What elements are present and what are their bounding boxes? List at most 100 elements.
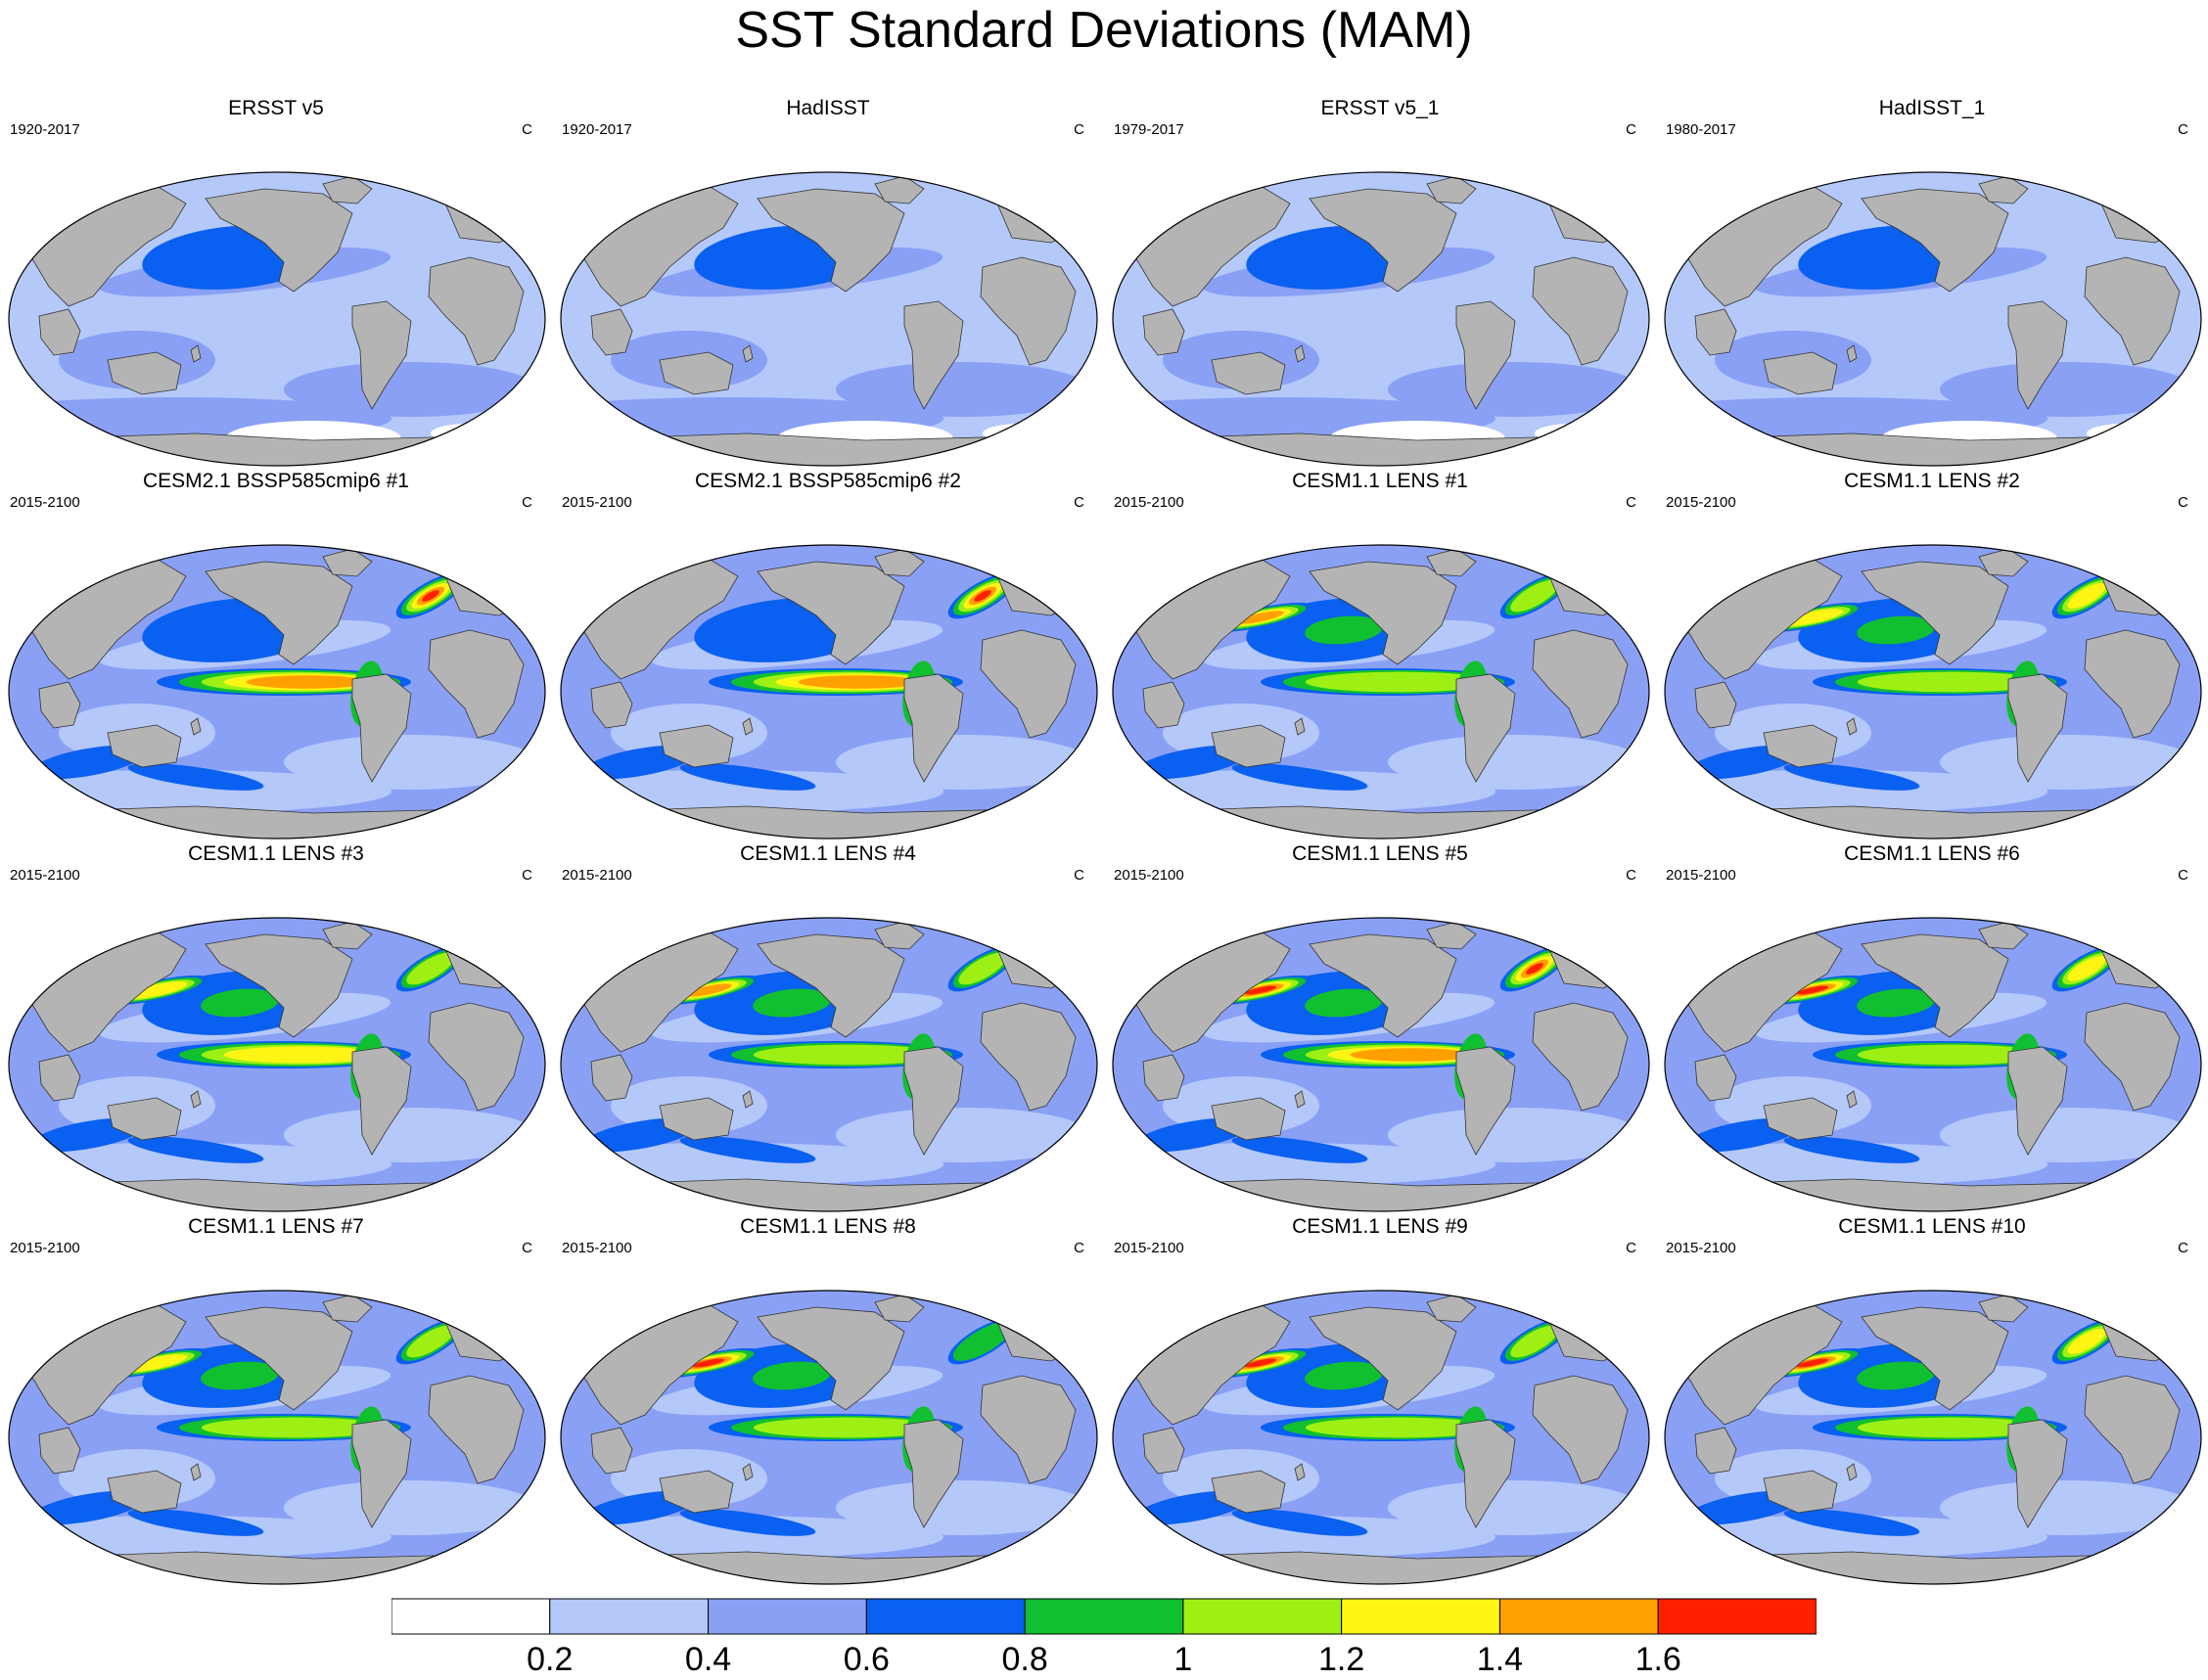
sst-field: [9, 172, 545, 466]
south-america-land: [903, 1419, 964, 1528]
panel-period: 2015-2100: [1114, 867, 1184, 884]
south-america-land: [903, 1046, 964, 1156]
south-pacific-patch: [1783, 1509, 1920, 1536]
south-atlantic-band: [1388, 362, 1642, 417]
india-land: [1142, 308, 1185, 356]
panel-title: CESM1.1 LENS #2: [1844, 470, 2020, 492]
map-panel: CESM2.1 BSSP585cmip6 #2 2015-2100 C: [552, 469, 1104, 840]
south-america-land: [351, 1046, 412, 1156]
colorbar-swatch: [549, 1598, 710, 1635]
new-zealand-land: [190, 1090, 202, 1109]
north-pacific-core: [201, 988, 279, 1018]
australia-land: [659, 724, 734, 768]
antarctica-land: [1665, 805, 2201, 839]
india-land: [590, 681, 633, 729]
south-atlantic-band: [284, 735, 538, 790]
australia-land: [659, 351, 734, 395]
antarctica-land: [1665, 432, 2201, 466]
new-zealand-land: [1294, 1463, 1306, 1481]
south-america-land: [1455, 1046, 1516, 1156]
south-atlantic-band: [1940, 1108, 2194, 1162]
map-panel: CESM1.1 LENS #4 2015-2100 C: [552, 841, 1104, 1213]
north-america-land: [1861, 933, 2009, 1038]
south-pacific-patch: [1783, 1136, 1920, 1163]
north-pacific-core: [1857, 615, 1935, 645]
panel-period: 2015-2100: [10, 867, 80, 884]
north-america-land: [1309, 933, 1457, 1038]
india-land: [1694, 1427, 1737, 1475]
new-zealand-land: [1846, 1090, 1858, 1109]
sst-field: [1665, 918, 2201, 1211]
north-america-land: [1309, 188, 1457, 293]
kuroshio-level-8: [692, 1358, 725, 1368]
world-map: [1112, 1290, 1650, 1585]
colorbar-tick-label: 1.4: [1476, 1641, 1524, 1678]
enso-tongue-level-5: [1857, 1044, 2047, 1066]
sst-field: [561, 545, 1097, 839]
world-map: [560, 1290, 1098, 1585]
panel-period: 2015-2100: [10, 494, 80, 511]
panel-title: CESM1.1 LENS #6: [1844, 842, 2020, 865]
map-panel: CESM1.1 LENS #9 2015-2100 C: [1104, 1214, 1656, 1586]
panel-title: HadISST_1: [1878, 97, 1986, 119]
south-atlantic-band: [836, 735, 1090, 790]
panel-period: 2015-2100: [1114, 494, 1184, 511]
kuroshio-level-6: [125, 1354, 188, 1372]
map-border: [1112, 1290, 1650, 1585]
antarctica-land: [1665, 1551, 2201, 1584]
panel-title: CESM1.1 LENS #5: [1292, 842, 1468, 865]
map-border: [560, 1290, 1098, 1585]
new-zealand-land: [742, 1463, 754, 1481]
australia-land: [1763, 1097, 1838, 1141]
colorbar-swatch: [1182, 1598, 1343, 1635]
map-panel: CESM1.1 LENS #1 2015-2100 C: [1104, 469, 1656, 840]
map-panel: HadISST 1920-2017 C: [552, 96, 1104, 468]
map-border: [1664, 1290, 2202, 1585]
south-america-land: [351, 673, 412, 783]
sst-field: [9, 545, 545, 839]
antarctica-land: [561, 1551, 1097, 1584]
map-panel: CESM1.1 LENS #7 2015-2100 C: [0, 1214, 552, 1586]
north-america-land: [205, 561, 353, 665]
gulf-stream-level-6: [2067, 1329, 2106, 1354]
gulf-stream-level-8: [974, 590, 991, 602]
enso-tongue-level-7: [246, 675, 369, 689]
south-atlantic-band: [284, 1108, 538, 1162]
figure-title: SST Standard Deviations (MAM): [735, 2, 1473, 59]
map-border: [8, 544, 546, 840]
new-zealand-land: [1294, 344, 1306, 363]
south-atlantic-band: [836, 1108, 1090, 1162]
south-pacific-patch: [679, 763, 816, 791]
north-america-land: [205, 933, 353, 1038]
kuroshio-level-7: [685, 983, 732, 997]
gulf-stream-level-5: [958, 952, 1007, 985]
india-land: [1142, 1054, 1185, 1102]
south-pacific-patch: [127, 763, 264, 791]
panel-units: C: [1074, 867, 1084, 884]
south-pacific-patch: [1231, 1509, 1368, 1536]
south-america-land: [2007, 1419, 2068, 1528]
map-border: [8, 1290, 546, 1585]
south-atlantic-band: [1940, 735, 2194, 790]
gulf-stream-level-8: [1526, 963, 1543, 975]
low-variance-south-2: [2087, 424, 2165, 443]
panel-period: 2015-2100: [1114, 1240, 1184, 1256]
antarctica-land: [1113, 1551, 1649, 1584]
colorbar-tick-label: 0.6: [843, 1641, 890, 1678]
panel-title: CESM2.1 BSSP585cmip6 #2: [695, 470, 961, 492]
panel-title: CESM2.1 BSSP585cmip6 #1: [143, 470, 409, 492]
map-border: [560, 917, 1098, 1212]
enso-tongue-level-7: [1350, 1048, 1473, 1062]
panel-period: 2015-2100: [562, 494, 632, 511]
world-map: [1664, 1290, 2202, 1585]
antarctica-land: [9, 805, 545, 839]
kuroshio-level-8: [1244, 1358, 1277, 1368]
panel-title: CESM1.1 LENS #7: [188, 1215, 364, 1238]
india-land: [1142, 1427, 1185, 1475]
north-america-land: [757, 1306, 905, 1411]
africa-land: [2084, 629, 2181, 739]
north-pacific-core: [1305, 1361, 1383, 1390]
colorbar-swatch: [1498, 1598, 1659, 1635]
sst-field: [1665, 545, 2201, 839]
map-border: [560, 171, 1098, 467]
